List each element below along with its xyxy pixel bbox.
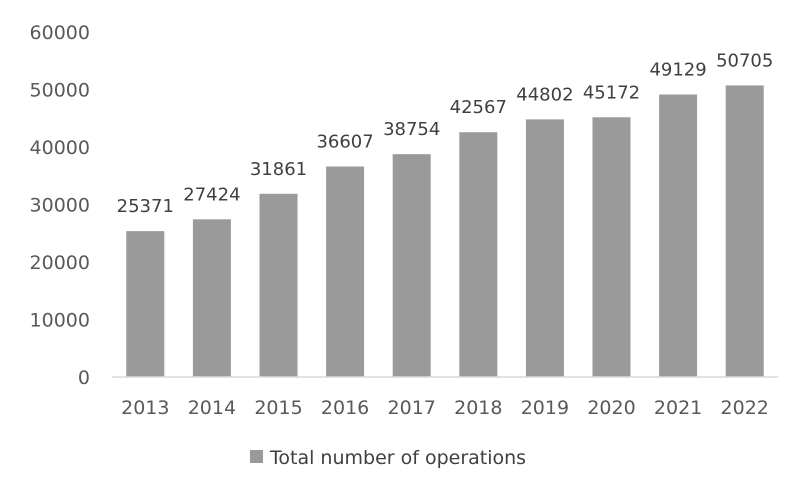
y-tick-label: 40000 xyxy=(30,137,90,159)
y-axis-tick-labels: 0 10000 20000 30000 40000 50000 60000 xyxy=(30,22,90,389)
bar xyxy=(192,219,231,377)
legend: Total number of operations xyxy=(250,447,526,469)
bar xyxy=(659,94,698,378)
x-tick-label: 2013 xyxy=(121,397,169,419)
x-tick-label: 2019 xyxy=(521,397,569,419)
bar xyxy=(592,117,631,378)
data-label: 31861 xyxy=(250,159,307,180)
data-label: 36607 xyxy=(316,132,373,153)
x-tick-label: 2015 xyxy=(254,397,302,419)
x-tick-label: 2021 xyxy=(654,397,702,419)
x-axis-tick-labels: 2013 2014 2015 2016 2017 2018 2019 2020 2021 2022 xyxy=(121,397,769,419)
y-tick-label: 0 xyxy=(78,367,90,389)
data-label: 44802 xyxy=(516,84,573,105)
bar xyxy=(259,193,298,377)
legend-swatch xyxy=(250,450,263,463)
y-tick-label: 30000 xyxy=(30,195,90,217)
bar xyxy=(459,132,498,377)
x-tick-label: 2020 xyxy=(587,397,635,419)
y-tick-label: 50000 xyxy=(30,80,90,102)
bar xyxy=(392,154,431,377)
data-labels: 25371 27424 31861 36607 38754 42567 44802 45172… xyxy=(117,50,774,217)
y-tick-label: 20000 xyxy=(30,252,90,274)
x-tick-label: 2016 xyxy=(321,397,369,419)
data-label: 27424 xyxy=(183,184,240,205)
bar xyxy=(326,166,365,377)
data-label: 50705 xyxy=(716,50,773,71)
legend-label: Total number of operations xyxy=(269,447,526,469)
data-label: 42567 xyxy=(450,97,507,118)
bars xyxy=(126,85,764,378)
data-label: 49129 xyxy=(649,60,706,81)
x-tick-label: 2014 xyxy=(188,397,236,419)
data-label: 25371 xyxy=(117,196,174,217)
bar xyxy=(725,85,764,377)
x-tick-label: 2017 xyxy=(388,397,436,419)
bar xyxy=(525,119,564,378)
bar xyxy=(126,231,165,377)
y-tick-label: 10000 xyxy=(30,310,90,332)
x-tick-label: 2018 xyxy=(454,397,502,419)
x-tick-label: 2022 xyxy=(721,397,769,419)
data-label: 45172 xyxy=(583,82,640,103)
data-label: 38754 xyxy=(383,119,440,140)
y-tick-label: 60000 xyxy=(30,22,90,44)
